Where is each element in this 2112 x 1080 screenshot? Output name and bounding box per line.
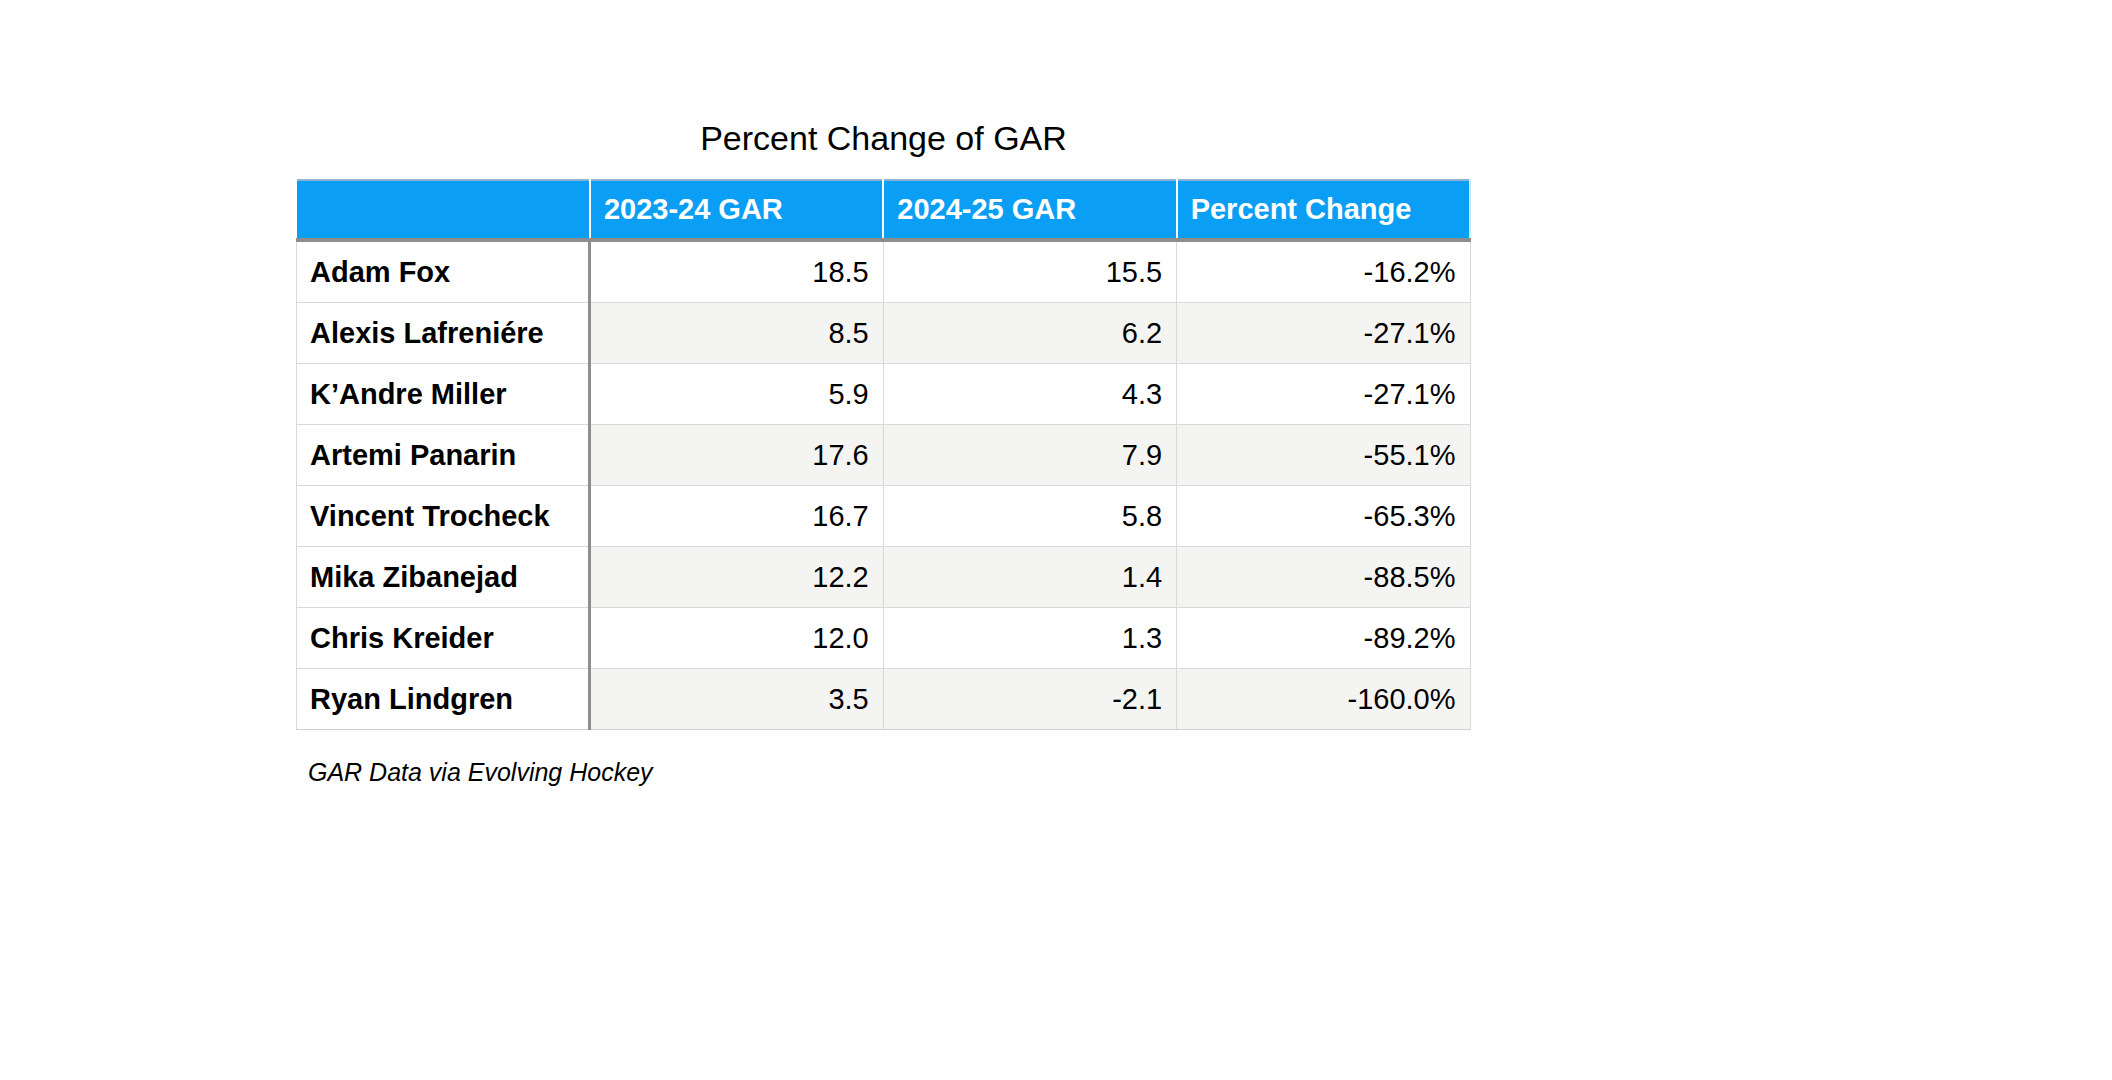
gar-2024-25-cell: 1.4: [883, 547, 1176, 608]
table-row: Chris Kreider 12.0 1.3 -89.2%: [297, 608, 1471, 669]
table-row: Adam Fox 18.5 15.5 -16.2%: [297, 240, 1471, 303]
gar-2024-25-cell: -2.1: [883, 669, 1176, 730]
table-header-row: 2023-24 GAR 2024-25 GAR Percent Change: [297, 180, 1471, 240]
percent-change-cell: -65.3%: [1177, 486, 1470, 547]
table-row: Vincent Trocheck 16.7 5.8 -65.3%: [297, 486, 1471, 547]
column-header-2023-24-gar: 2023-24 GAR: [590, 180, 883, 240]
gar-2023-24-cell: 3.5: [590, 669, 883, 730]
player-name-cell: Alexis Lafreniére: [297, 303, 590, 364]
player-name-cell: Artemi Panarin: [297, 425, 590, 486]
gar-2024-25-cell: 5.8: [883, 486, 1176, 547]
player-name-cell: Chris Kreider: [297, 608, 590, 669]
percent-change-cell: -55.1%: [1177, 425, 1470, 486]
table-row: Artemi Panarin 17.6 7.9 -55.1%: [297, 425, 1471, 486]
table-row: Mika Zibanejad 12.2 1.4 -88.5%: [297, 547, 1471, 608]
player-name-cell: Adam Fox: [297, 240, 590, 303]
gar-table: 2023-24 GAR 2024-25 GAR Percent Change A…: [296, 179, 1471, 730]
percent-change-cell: -16.2%: [1177, 240, 1470, 303]
gar-2023-24-cell: 18.5: [590, 240, 883, 303]
percent-change-cell: -89.2%: [1177, 608, 1470, 669]
page-title: Percent Change of GAR: [296, 119, 1471, 158]
gar-2023-24-cell: 17.6: [590, 425, 883, 486]
percent-change-cell: -160.0%: [1177, 669, 1470, 730]
player-name-cell: Mika Zibanejad: [297, 547, 590, 608]
gar-2023-24-cell: 8.5: [590, 303, 883, 364]
percent-change-cell: -27.1%: [1177, 303, 1470, 364]
column-header-player: [297, 180, 590, 240]
table-row: Alexis Lafreniére 8.5 6.2 -27.1%: [297, 303, 1471, 364]
column-header-2024-25-gar: 2024-25 GAR: [883, 180, 1176, 240]
gar-2024-25-cell: 6.2: [883, 303, 1176, 364]
gar-2024-25-cell: 7.9: [883, 425, 1176, 486]
gar-2024-25-cell: 1.3: [883, 608, 1176, 669]
player-name-cell: Ryan Lindgren: [297, 669, 590, 730]
column-header-percent-change: Percent Change: [1177, 180, 1470, 240]
player-name-cell: Vincent Trocheck: [297, 486, 590, 547]
gar-2024-25-cell: 15.5: [883, 240, 1176, 303]
page: Percent Change of GAR 2023-24 GAR 2024-2…: [0, 0, 2112, 1080]
gar-2024-25-cell: 4.3: [883, 364, 1176, 425]
source-note: GAR Data via Evolving Hockey: [308, 758, 653, 787]
percent-change-cell: -88.5%: [1177, 547, 1470, 608]
gar-2023-24-cell: 5.9: [590, 364, 883, 425]
gar-2023-24-cell: 12.2: [590, 547, 883, 608]
player-name-cell: K’Andre Miller: [297, 364, 590, 425]
table-row: Ryan Lindgren 3.5 -2.1 -160.0%: [297, 669, 1471, 730]
gar-2023-24-cell: 16.7: [590, 486, 883, 547]
table-row: K’Andre Miller 5.9 4.3 -27.1%: [297, 364, 1471, 425]
percent-change-cell: -27.1%: [1177, 364, 1470, 425]
gar-2023-24-cell: 12.0: [590, 608, 883, 669]
